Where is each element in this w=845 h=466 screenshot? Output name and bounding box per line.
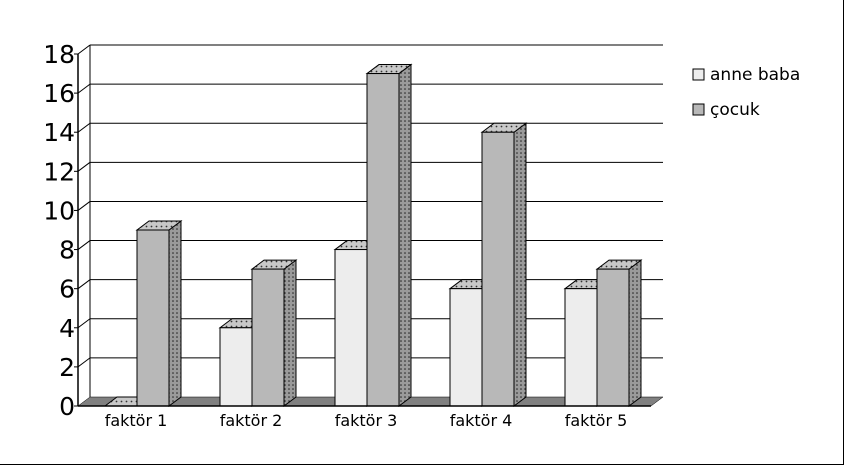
gridline-stub — [77, 279, 91, 290]
y-tick-label: 4 — [59, 314, 75, 343]
axes — [77, 45, 651, 407]
x-tick-label: faktör 1 — [105, 411, 168, 430]
x-tick-label: faktör 2 — [220, 411, 283, 430]
gridline-stub — [77, 161, 91, 172]
gridline-stub — [77, 318, 91, 329]
gridline-stub — [77, 44, 91, 55]
bar-front — [564, 288, 598, 407]
gridline-stub — [77, 83, 91, 94]
bar-front — [449, 288, 483, 407]
x-tick-label: faktör 4 — [450, 411, 513, 430]
x-tick-label: faktör 5 — [565, 411, 628, 430]
gridline-stub — [77, 240, 91, 250]
legend-label: çocuk — [710, 100, 760, 120]
bar-front — [219, 327, 253, 407]
bar-cocuk — [480, 122, 528, 407]
bar-side — [283, 259, 297, 407]
x-tick-labels: faktör 1 faktör 2 faktör 3 faktör 4 faktör 5 — [105, 411, 628, 430]
y-tick-label: 6 — [59, 275, 75, 304]
y-tick-label: 8 — [59, 236, 75, 265]
legend: anne baba çocuk — [692, 65, 800, 120]
bar-front — [136, 229, 170, 407]
bar-side — [513, 122, 527, 407]
bar-front — [596, 268, 630, 407]
y-tick-label: 14 — [43, 118, 75, 147]
bar-side — [398, 63, 412, 407]
y-tick-label: 2 — [59, 353, 75, 382]
bar-cocuk — [365, 63, 413, 407]
bar-cocuk — [250, 259, 298, 407]
y-tick-label: 0 — [59, 392, 75, 421]
legend-swatch — [692, 103, 705, 116]
gridline-stub — [77, 357, 91, 368]
bar-front — [334, 249, 368, 407]
y-tick-labels: 0 2 4 6 8 10 12 14 16 18 — [43, 40, 78, 421]
bars — [103, 63, 643, 407]
legend-label: anne baba — [710, 65, 800, 85]
bar-cocuk — [595, 259, 643, 407]
y-tick-label: 12 — [43, 157, 75, 186]
bar-front — [251, 268, 285, 407]
y-tick-label: 10 — [43, 196, 75, 225]
gridline-stub — [77, 122, 91, 133]
bar-front — [366, 73, 400, 407]
bar-side — [168, 220, 182, 407]
gridline-stub — [77, 201, 91, 211]
y-tick-label: 18 — [43, 40, 75, 69]
y-tick-label: 16 — [43, 79, 75, 108]
legend-swatch — [692, 68, 705, 81]
bar-front — [481, 131, 515, 407]
bar-side — [628, 259, 642, 407]
bar-cocuk — [135, 220, 183, 407]
x-tick-label: faktör 3 — [335, 411, 398, 430]
